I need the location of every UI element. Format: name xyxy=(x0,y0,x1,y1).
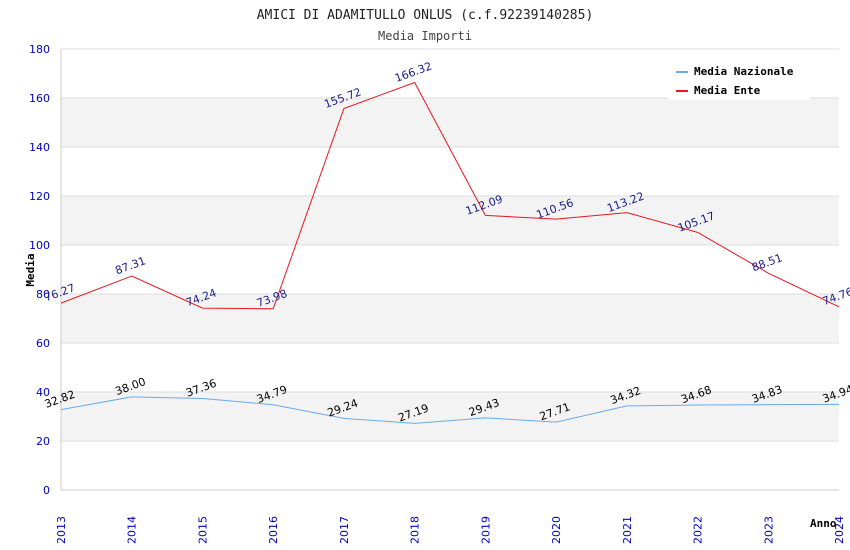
y-tick-label: 180 xyxy=(29,43,50,56)
y-tick-label: 60 xyxy=(36,337,50,350)
chart-subtitle: Media Importi xyxy=(378,29,472,43)
y-tick-label: 100 xyxy=(29,239,50,252)
y-tick-label: 40 xyxy=(36,386,50,399)
grid-band xyxy=(61,98,839,147)
x-axis-label: Anno xyxy=(810,517,837,530)
y-tick-label: 80 xyxy=(36,288,50,301)
x-axis-ticks: 2013 2014 2015 2016 2017 2018 2019 2020 2021 2022… xyxy=(55,516,846,544)
series-lines xyxy=(60,81,840,424)
y-axis-ticks: 0 20 40 60 80 100 120 140 160 180 xyxy=(29,43,50,497)
series-line-media-ente xyxy=(60,81,840,310)
data-label: 87.31 xyxy=(114,254,148,277)
x-tick-label: 2013 xyxy=(55,516,68,544)
x-tick-label: 2017 xyxy=(338,516,351,544)
legend-box xyxy=(668,58,810,100)
x-tick-label: 2021 xyxy=(621,516,634,544)
grid-band xyxy=(61,392,839,441)
x-tick-label: 2024 xyxy=(833,516,846,544)
x-tick-label: 2020 xyxy=(550,516,563,544)
data-label: 88.51 xyxy=(750,251,784,274)
x-tick-label: 2023 xyxy=(762,516,775,544)
y-axis-label: Media xyxy=(24,253,37,286)
grid-band xyxy=(61,294,839,343)
series-line-media-nazionale xyxy=(60,396,840,424)
chart-title: AMICI DI ADAMITULLO ONLUS (c.f.922391402… xyxy=(257,8,594,23)
y-tick-label: 140 xyxy=(29,141,50,154)
x-tick-label: 2014 xyxy=(126,516,139,544)
y-tick-label: 120 xyxy=(29,190,50,203)
x-tick-label: 2016 xyxy=(267,516,280,544)
grid-band xyxy=(61,196,839,245)
legend: Media Nazionale Media Ente xyxy=(668,58,810,100)
legend-label-media-ente: Media Ente xyxy=(694,84,761,97)
background-bands xyxy=(61,98,839,441)
x-tick-label: 2019 xyxy=(479,516,492,544)
legend-label-media-nazionale: Media Nazionale xyxy=(694,65,794,78)
data-label: 166.32 xyxy=(393,60,434,85)
x-tick-label: 2015 xyxy=(196,516,209,544)
y-tick-label: 20 xyxy=(36,435,50,448)
x-tick-label: 2022 xyxy=(692,516,705,544)
y-tick-label: 0 xyxy=(43,484,50,497)
x-tick-label: 2018 xyxy=(409,516,422,544)
y-tick-label: 160 xyxy=(29,92,50,105)
